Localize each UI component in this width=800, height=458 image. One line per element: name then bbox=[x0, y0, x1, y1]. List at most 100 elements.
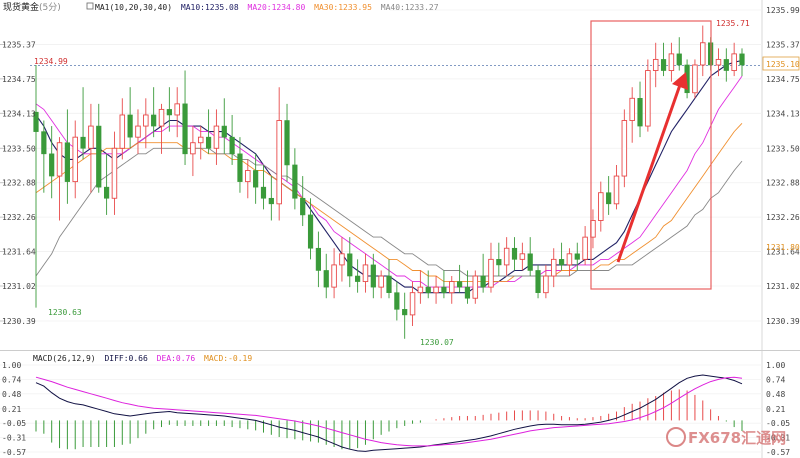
candle-body-down[interactable] bbox=[166, 109, 172, 116]
svg-text:MACD(26,12,9) DIFF:0.6: MACD(26,12,9) DIFF:0.66 DEA:0.76 MACD:-0… bbox=[33, 354, 252, 363]
candle-body-down[interactable] bbox=[441, 286, 447, 293]
candle-body-down[interactable] bbox=[464, 286, 471, 299]
trend-arrow-head bbox=[672, 72, 688, 90]
candle-body-down[interactable] bbox=[637, 98, 643, 127]
candle-body-down[interactable] bbox=[64, 142, 70, 182]
price-tick-label-left: 1233.50 bbox=[2, 144, 36, 153]
candle-body-down[interactable] bbox=[96, 125, 102, 188]
candle-body-down[interactable] bbox=[558, 259, 565, 266]
candle-body-down[interactable] bbox=[535, 270, 541, 293]
candle-body-down[interactable] bbox=[205, 136, 212, 149]
candle-body-down[interactable] bbox=[221, 125, 227, 138]
candle-body-down[interactable] bbox=[151, 114, 157, 127]
candle-body-down[interactable] bbox=[370, 264, 376, 288]
candle-body-up[interactable] bbox=[409, 292, 416, 316]
candle-body-up[interactable] bbox=[190, 142, 196, 155]
candle-body-up[interactable] bbox=[245, 170, 251, 183]
period-label: (5分) bbox=[39, 2, 61, 13]
candle-body-up[interactable] bbox=[629, 97, 635, 121]
legend-toggle-icon[interactable] bbox=[86, 2, 94, 10]
candle-body-down[interactable] bbox=[315, 247, 322, 271]
candle-body-down[interactable] bbox=[660, 59, 667, 71]
candle-body-up[interactable] bbox=[598, 192, 604, 221]
candle-body-up[interactable] bbox=[135, 125, 141, 138]
candle-body-down[interactable] bbox=[284, 120, 290, 166]
candle-body-down[interactable] bbox=[127, 114, 133, 138]
candle-body-down[interactable] bbox=[527, 253, 533, 271]
candle-body-up[interactable] bbox=[213, 125, 220, 149]
candle-body-up[interactable] bbox=[715, 58, 722, 66]
candle-body-down[interactable] bbox=[80, 136, 86, 149]
candle-body-up[interactable] bbox=[449, 281, 455, 294]
candle-body-down[interactable] bbox=[182, 103, 188, 155]
candle-body-up[interactable] bbox=[276, 120, 282, 205]
candle-body-up[interactable] bbox=[668, 53, 675, 71]
candle-body-up[interactable] bbox=[174, 103, 180, 116]
candle-body-up[interactable] bbox=[378, 275, 384, 288]
candle-body-up[interactable] bbox=[645, 70, 651, 127]
candle-body-down[interactable] bbox=[104, 186, 110, 199]
candle-body-down[interactable] bbox=[676, 53, 682, 66]
candle-body-up[interactable] bbox=[56, 142, 63, 177]
candle-body-up[interactable] bbox=[652, 58, 659, 71]
candle-body-up[interactable] bbox=[417, 286, 424, 294]
candle-body-down[interactable] bbox=[253, 170, 259, 188]
candle-body-down[interactable] bbox=[260, 186, 267, 199]
candle-body-down[interactable] bbox=[425, 286, 431, 293]
candle-body-up[interactable] bbox=[362, 264, 369, 283]
candle-body-down[interactable] bbox=[511, 247, 518, 260]
candle-body-down[interactable] bbox=[723, 59, 729, 71]
candle-body-down[interactable] bbox=[480, 275, 486, 288]
candle-body-up[interactable] bbox=[731, 53, 737, 71]
price-tick-label-right: 1235.99 bbox=[766, 6, 800, 15]
candle-body-up[interactable] bbox=[582, 236, 588, 260]
candle-body-down[interactable] bbox=[229, 136, 235, 155]
candle-body-up[interactable] bbox=[88, 125, 94, 149]
candle-body-up[interactable] bbox=[197, 136, 204, 144]
candle-body-up[interactable] bbox=[566, 253, 573, 266]
candle-body-up[interactable] bbox=[339, 253, 345, 266]
ma40-value: MA40:1233.27 bbox=[381, 3, 439, 12]
candlesticks[interactable] bbox=[33, 25, 745, 339]
candle-body-up[interactable] bbox=[692, 64, 698, 94]
candle-body-down[interactable] bbox=[268, 197, 274, 205]
candle-body-down[interactable] bbox=[386, 275, 392, 293]
candle-body-up[interactable] bbox=[143, 114, 149, 127]
candle-body-up[interactable] bbox=[503, 247, 510, 266]
candle-body-up[interactable] bbox=[621, 120, 628, 177]
candle-body-down[interactable] bbox=[496, 259, 502, 266]
candle-body-up[interactable] bbox=[72, 136, 78, 183]
candle-body-up[interactable] bbox=[158, 108, 165, 127]
candle-body-up[interactable] bbox=[613, 175, 620, 205]
candle-body-down[interactable] bbox=[456, 281, 463, 288]
candle-body-up[interactable] bbox=[700, 42, 706, 66]
candle-body-up[interactable] bbox=[433, 286, 439, 294]
candle-body-up[interactable] bbox=[111, 147, 118, 199]
candle-body-up[interactable] bbox=[543, 275, 549, 294]
candle-body-down[interactable] bbox=[41, 131, 47, 155]
svg-text:现货黄金(5分): 现货黄金(5分) bbox=[3, 1, 61, 13]
macd-tick-label-right: 1.00 bbox=[766, 361, 785, 370]
candle-body-down[interactable] bbox=[307, 214, 314, 249]
candle-body-down[interactable] bbox=[739, 53, 745, 66]
candle-body-up[interactable] bbox=[519, 253, 526, 260]
candle-body-up[interactable] bbox=[472, 275, 479, 299]
candle-body-down[interactable] bbox=[300, 197, 306, 216]
candle-body-down[interactable] bbox=[394, 292, 400, 310]
candle-body-down[interactable] bbox=[574, 253, 580, 260]
candle-body-up[interactable] bbox=[550, 258, 557, 277]
candle-body-down[interactable] bbox=[237, 153, 243, 182]
candle-body-down[interactable] bbox=[347, 253, 353, 277]
price-tick-label-right: 1230.39 bbox=[766, 317, 800, 326]
candle-body-down[interactable] bbox=[33, 111, 39, 132]
candle-body-up[interactable] bbox=[331, 264, 337, 288]
candle-body-down[interactable] bbox=[49, 153, 55, 177]
candle-body-down[interactable] bbox=[355, 275, 361, 282]
candle-body-down[interactable] bbox=[323, 270, 329, 288]
candle-body-down[interactable] bbox=[402, 309, 408, 316]
candle-body-up[interactable] bbox=[119, 114, 126, 149]
candle-body-down[interactable] bbox=[606, 192, 612, 205]
candle-body-down[interactable] bbox=[292, 164, 298, 199]
candle-body-up[interactable] bbox=[488, 258, 494, 288]
